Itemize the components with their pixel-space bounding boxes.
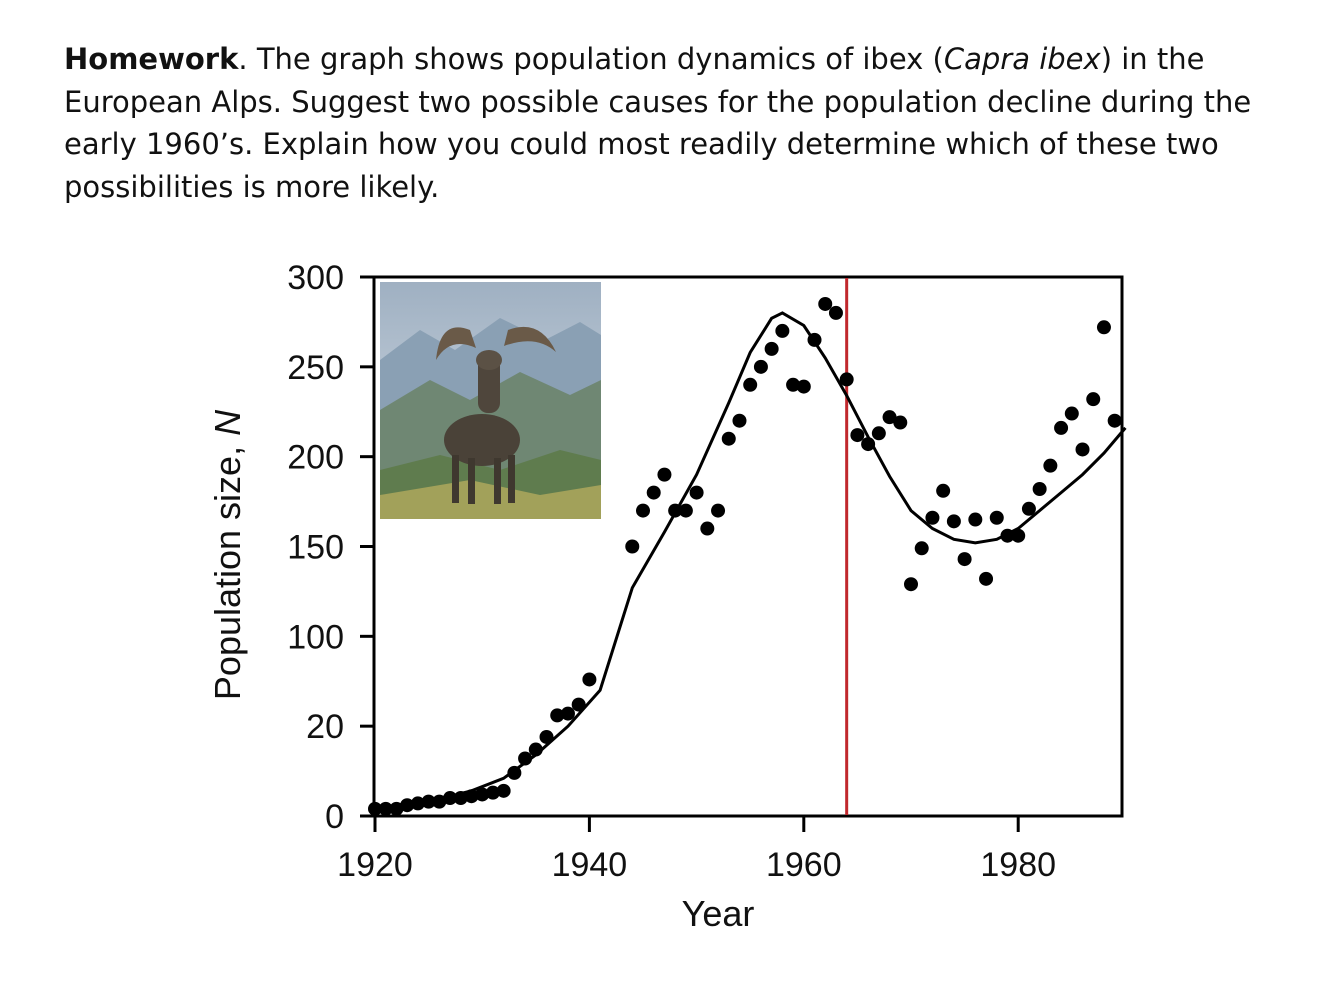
data-point — [1064, 406, 1079, 421]
data-point — [818, 296, 833, 311]
data-point — [957, 552, 972, 567]
data-point — [764, 341, 779, 356]
data-point — [882, 410, 897, 425]
data-point — [796, 379, 811, 394]
prompt-text-2: ) in the European Alps. Suggest two poss… — [64, 42, 1252, 204]
data-point — [743, 377, 758, 392]
data-point — [518, 751, 533, 766]
data-point — [968, 512, 983, 527]
data-point — [893, 415, 908, 430]
data-point — [700, 521, 715, 536]
data-point — [1021, 501, 1036, 516]
data-point — [775, 323, 790, 338]
y-tick-label: 20 — [306, 708, 344, 746]
data-point — [732, 413, 747, 428]
data-point — [453, 791, 468, 806]
x-tick-label: 1940 — [552, 846, 628, 884]
data-point — [636, 503, 650, 518]
data-point — [904, 577, 918, 592]
data-point — [1096, 320, 1111, 335]
y-tick-label: 100 — [287, 618, 344, 656]
data-point — [646, 485, 661, 500]
data-point — [861, 437, 876, 452]
data-point — [507, 765, 522, 780]
data-point — [421, 794, 436, 809]
data-point — [432, 794, 447, 809]
data-point — [550, 708, 565, 723]
data-point — [689, 485, 704, 500]
x-tick-label: 1980 — [980, 846, 1056, 884]
data-point — [389, 801, 404, 816]
data-point — [786, 377, 801, 392]
x-tick-label: 1920 — [337, 846, 413, 884]
homework-label: Homework — [64, 42, 239, 76]
data-point — [850, 428, 865, 443]
data-point — [721, 431, 736, 446]
data-point — [925, 510, 940, 525]
data-point — [560, 706, 575, 721]
data-point — [753, 359, 768, 374]
data-point — [807, 332, 822, 347]
data-point — [410, 796, 425, 811]
y-tick-label: 300 — [287, 259, 344, 297]
data-point — [979, 571, 994, 586]
prompt-text-1: . The graph shows population dynamics of… — [238, 42, 944, 76]
data-point — [711, 503, 726, 518]
data-point — [914, 541, 929, 556]
data-point — [1000, 528, 1015, 543]
data-point — [625, 539, 640, 554]
data-point — [946, 514, 961, 529]
data-point — [839, 372, 854, 387]
y-axis-label-symbol: N — [207, 409, 248, 436]
data-point — [668, 503, 683, 518]
species-name: Capra ibex — [943, 42, 1101, 76]
ibex-photo — [380, 282, 601, 519]
y-axis-label: Population size, N — [207, 409, 248, 700]
data-point — [1043, 458, 1058, 473]
y-axis-label-main: Population size, — [207, 436, 248, 700]
data-point — [378, 801, 393, 816]
data-point — [1075, 442, 1090, 457]
y-tick-label: 250 — [287, 349, 344, 387]
data-point — [1107, 413, 1122, 428]
data-point — [678, 503, 693, 518]
data-point — [1032, 482, 1047, 497]
data-point — [368, 801, 382, 816]
data-point — [464, 789, 479, 804]
y-tick-label: 150 — [287, 529, 344, 567]
data-point — [539, 729, 554, 744]
data-point — [528, 742, 543, 757]
data-point — [828, 305, 843, 320]
data-point — [1086, 392, 1101, 407]
y-tick-label: 200 — [287, 439, 344, 477]
data-point — [571, 697, 586, 712]
data-point — [1011, 528, 1026, 543]
data-point — [989, 510, 1004, 525]
data-point — [496, 783, 511, 798]
data-point — [1054, 420, 1069, 435]
homework-prompt: Homework. The graph shows population dyn… — [64, 38, 1284, 208]
x-axis-label: Year — [682, 893, 755, 934]
data-point — [443, 791, 458, 806]
data-point — [582, 672, 597, 687]
data-point — [936, 483, 951, 498]
y-tick-label: 0 — [325, 798, 344, 836]
data-point — [657, 467, 672, 482]
data-point — [871, 426, 886, 441]
data-point — [485, 785, 500, 800]
x-tick-label: 1960 — [766, 846, 842, 884]
data-point — [400, 798, 415, 813]
data-point — [475, 787, 490, 802]
